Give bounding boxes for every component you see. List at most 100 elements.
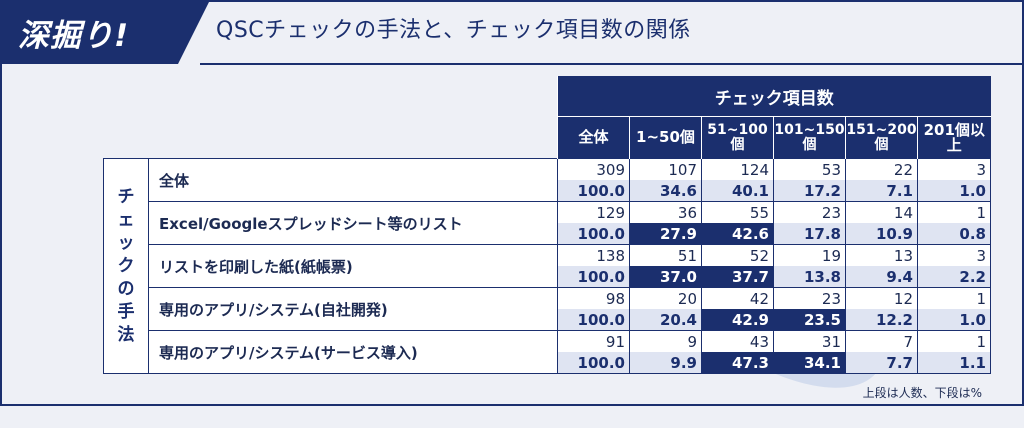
column-header-line1: 151~200 [846, 121, 917, 138]
percent-cell: 100.0 [557, 266, 630, 288]
column-header: 51~100 個 [701, 116, 774, 159]
title-divider [200, 63, 1024, 65]
count-cell: 91 [557, 330, 630, 352]
percent-cell: 27.9 [629, 223, 702, 245]
percent-cell: 40.1 [701, 180, 774, 202]
count-cell: 98 [557, 287, 630, 309]
count-cell: 52 [701, 244, 774, 266]
column-header: 151~200 個 [845, 116, 918, 159]
row-label: 全体 [148, 158, 558, 202]
percent-cell: 12.2 [845, 309, 918, 331]
table-row: Excel/Googleスプレッドシート等のリスト 129 36 55 23 14 1 [104, 201, 991, 245]
qsc-table: チェック項目数 全体 1~50個 51~100 個 101~150 個 151~200 個 20… [103, 76, 991, 374]
table-row-pct: 100.0 37.0 37.7 13.8 9.4 2.2 [104, 266, 991, 288]
section-tag: 深掘り! [0, 0, 210, 64]
count-cell: 53 [773, 158, 846, 180]
count-cell: 9 [629, 330, 702, 352]
row-label: 専用のアプリ/システム(自社開発) [148, 287, 558, 331]
count-cell: 36 [629, 201, 702, 223]
percent-cell: 42.6 [701, 223, 774, 245]
side-label-char: チ [117, 186, 135, 207]
side-label-char: 法 [117, 324, 135, 345]
percent-cell: 100.0 [557, 223, 630, 245]
table-row: 専用のアプリ/システム(サービス導入) 91 9 43 31 7 1 [104, 330, 991, 374]
table-row-pct: 100.0 34.6 40.1 17.2 7.1 1.0 [104, 180, 991, 202]
count-cell: 1 [917, 287, 991, 309]
count-cell: 124 [701, 158, 774, 180]
table-row: リストを印刷した紙(紙帳票) 138 51 52 19 13 3 [104, 244, 991, 288]
count-cell: 1 [917, 201, 991, 223]
side-label-char: の [117, 278, 135, 299]
percent-cell: 9.9 [629, 352, 702, 374]
side-label-char: ッ [117, 232, 135, 253]
side-label-char: ェ [117, 209, 135, 230]
side-label: チェックの手法 [103, 158, 149, 374]
count-cell: 23 [773, 287, 846, 309]
count-cell: 129 [557, 201, 630, 223]
percent-cell: 100.0 [557, 309, 630, 331]
column-header-line2: 個 [802, 136, 817, 153]
count-cell: 22 [845, 158, 918, 180]
count-cell: 7 [845, 330, 918, 352]
row-label: Excel/Googleスプレッドシート等のリスト [148, 201, 558, 245]
count-cell: 1 [917, 330, 991, 352]
blank-corner-2 [104, 117, 558, 159]
count-cell: 19 [773, 244, 846, 266]
count-cell: 309 [557, 158, 630, 180]
count-cell: 20 [629, 287, 702, 309]
column-header: 101~150 個 [773, 116, 846, 159]
table-row: 専用のアプリ/システム(自社開発) 98 20 42 23 12 1 [104, 287, 991, 331]
row-label: リストを印刷した紙(紙帳票) [148, 244, 558, 288]
table-row: チェックの手法全体 309 107 124 53 22 3 [103, 158, 991, 374]
percent-cell: 17.2 [773, 180, 846, 202]
percent-cell: 13.8 [773, 266, 846, 288]
blank-corner [104, 76, 558, 117]
table-row-pct: 100.0 9.9 47.3 34.1 7.7 1.1 [104, 352, 991, 374]
count-cell: 43 [701, 330, 774, 352]
percent-cell: 0.8 [917, 223, 991, 245]
percent-cell: 17.8 [773, 223, 846, 245]
count-cell: 3 [917, 244, 991, 266]
percent-cell: 100.0 [557, 352, 630, 374]
percent-cell: 37.0 [629, 266, 702, 288]
side-label-char: ク [117, 255, 135, 276]
percent-cell: 37.7 [701, 266, 774, 288]
percent-cell: 42.9 [701, 309, 774, 331]
percent-cell: 1.0 [917, 309, 991, 331]
group-header: チェック項目数 [557, 76, 991, 117]
count-cell: 3 [917, 158, 991, 180]
column-header: 201個以上 [917, 116, 991, 159]
count-cell: 138 [557, 244, 630, 266]
column-header-line2: 個 [874, 136, 889, 153]
count-cell: 23 [773, 201, 846, 223]
count-cell: 42 [701, 287, 774, 309]
row-label: 専用のアプリ/システム(サービス導入) [148, 330, 558, 374]
column-header-line1: 1~50個 [636, 128, 695, 146]
column-header-line1: 51~100 [707, 121, 768, 138]
percent-cell: 100.0 [557, 180, 630, 202]
column-header-line2: 個 [730, 136, 745, 153]
percent-cell: 1.1 [917, 352, 991, 374]
count-cell: 31 [773, 330, 846, 352]
column-header: 全体 [557, 116, 630, 159]
count-cell: 14 [845, 201, 918, 223]
percent-cell: 2.2 [917, 266, 991, 288]
table-row-pct: 100.0 27.9 42.6 17.8 10.9 0.8 [104, 223, 991, 245]
percent-cell: 1.0 [917, 180, 991, 202]
count-cell: 51 [629, 244, 702, 266]
column-header: 1~50個 [629, 116, 702, 159]
column-header-line1: 全体 [578, 128, 609, 146]
percent-cell: 34.1 [773, 352, 846, 374]
count-cell: 13 [845, 244, 918, 266]
percent-cell: 10.9 [845, 223, 918, 245]
percent-cell: 34.6 [629, 180, 702, 202]
column-header-line1: 201個以上 [923, 120, 985, 154]
percent-cell: 9.4 [845, 266, 918, 288]
column-header-line1: 101~150 [774, 121, 845, 138]
count-cell: 107 [629, 158, 702, 180]
count-cell: 55 [701, 201, 774, 223]
table-note: 上段は人数、下段は% [862, 386, 982, 400]
table-row-pct: 100.0 20.4 42.9 23.5 12.2 1.0 [104, 309, 991, 331]
page-title: QSCチェックの手法と、チェック項目数の関係 [216, 18, 691, 43]
percent-cell: 7.1 [845, 180, 918, 202]
